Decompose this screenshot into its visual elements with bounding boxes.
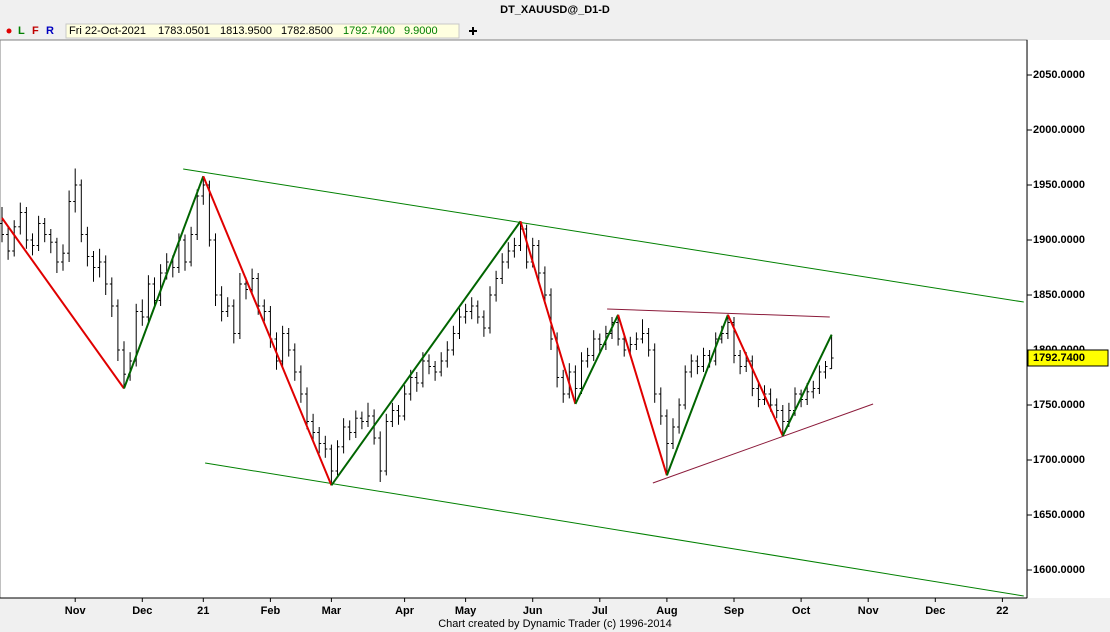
trend-line xyxy=(183,168,1024,303)
x-tick-label: Nov xyxy=(65,605,87,617)
data-box xyxy=(65,23,460,39)
last-price-label: 1792.7400 xyxy=(1033,352,1085,364)
last-price-box xyxy=(1027,349,1109,367)
x-tick-label: Sep xyxy=(724,605,744,617)
swing-line xyxy=(781,334,833,437)
x-tick-label: Jul xyxy=(592,605,608,617)
toolbar-button[interactable]: R xyxy=(46,25,54,37)
y-tick-label: 1700.0000 xyxy=(1033,454,1085,466)
chart-title: DT_XAUUSD@_D1-D xyxy=(500,4,610,16)
x-tick-label: Mar xyxy=(322,605,342,617)
y-tick-label: 1650.0000 xyxy=(1033,509,1085,521)
header-low: 1782.8500 xyxy=(281,25,333,37)
swing-line xyxy=(665,314,729,476)
swing-line xyxy=(574,314,620,405)
x-tick-label: Feb xyxy=(261,605,281,617)
header-change: 9.9000 xyxy=(404,25,438,37)
x-tick-label: Apr xyxy=(395,605,415,617)
header-high: 1813.9500 xyxy=(220,25,272,37)
header-open: 1783.0501 xyxy=(158,25,210,37)
swing-line xyxy=(330,220,522,486)
toolbar-button[interactable]: F xyxy=(32,25,39,37)
x-tick-label: 22 xyxy=(996,605,1008,617)
y-tick-label: 1600.0000 xyxy=(1033,564,1085,576)
y-tick-label: 1750.0000 xyxy=(1033,399,1085,411)
x-tick-label: Nov xyxy=(858,605,880,617)
x-tick-label: Oct xyxy=(792,605,811,617)
x-tick-label: May xyxy=(455,605,477,617)
trend-line xyxy=(205,462,1024,597)
header-close: 1792.7400 xyxy=(343,25,395,37)
add-button[interactable] xyxy=(469,27,477,35)
y-tick-label: 2000.0000 xyxy=(1033,124,1085,136)
header-date: Fri 22-Oct-2021 xyxy=(69,25,146,37)
footer: Chart created by Dynamic Trader (c) 1996… xyxy=(438,618,672,630)
trend-line xyxy=(607,308,830,318)
swing-line xyxy=(123,175,205,389)
x-tick-label: Jun xyxy=(523,605,543,617)
swing-line xyxy=(1,217,125,390)
swing-line xyxy=(519,221,577,405)
swing-line xyxy=(726,314,784,437)
y-tick-label: 1900.0000 xyxy=(1033,234,1085,246)
swing-line xyxy=(617,314,668,476)
trend-line xyxy=(652,403,874,484)
x-tick-label: Aug xyxy=(656,605,677,617)
y-tick-label: 1950.0000 xyxy=(1033,179,1085,191)
toolbar-button[interactable]: L xyxy=(18,25,25,37)
y-tick-label: 2050.0000 xyxy=(1033,69,1085,81)
x-tick-label: Dec xyxy=(132,605,152,617)
x-tick-label: Dec xyxy=(925,605,945,617)
plot-area xyxy=(0,39,1028,599)
y-tick-label: 1850.0000 xyxy=(1033,289,1085,301)
x-tick-label: 21 xyxy=(197,605,209,617)
swing-line xyxy=(202,175,333,486)
status-dot xyxy=(6,28,12,34)
price-axis xyxy=(1028,40,1110,598)
